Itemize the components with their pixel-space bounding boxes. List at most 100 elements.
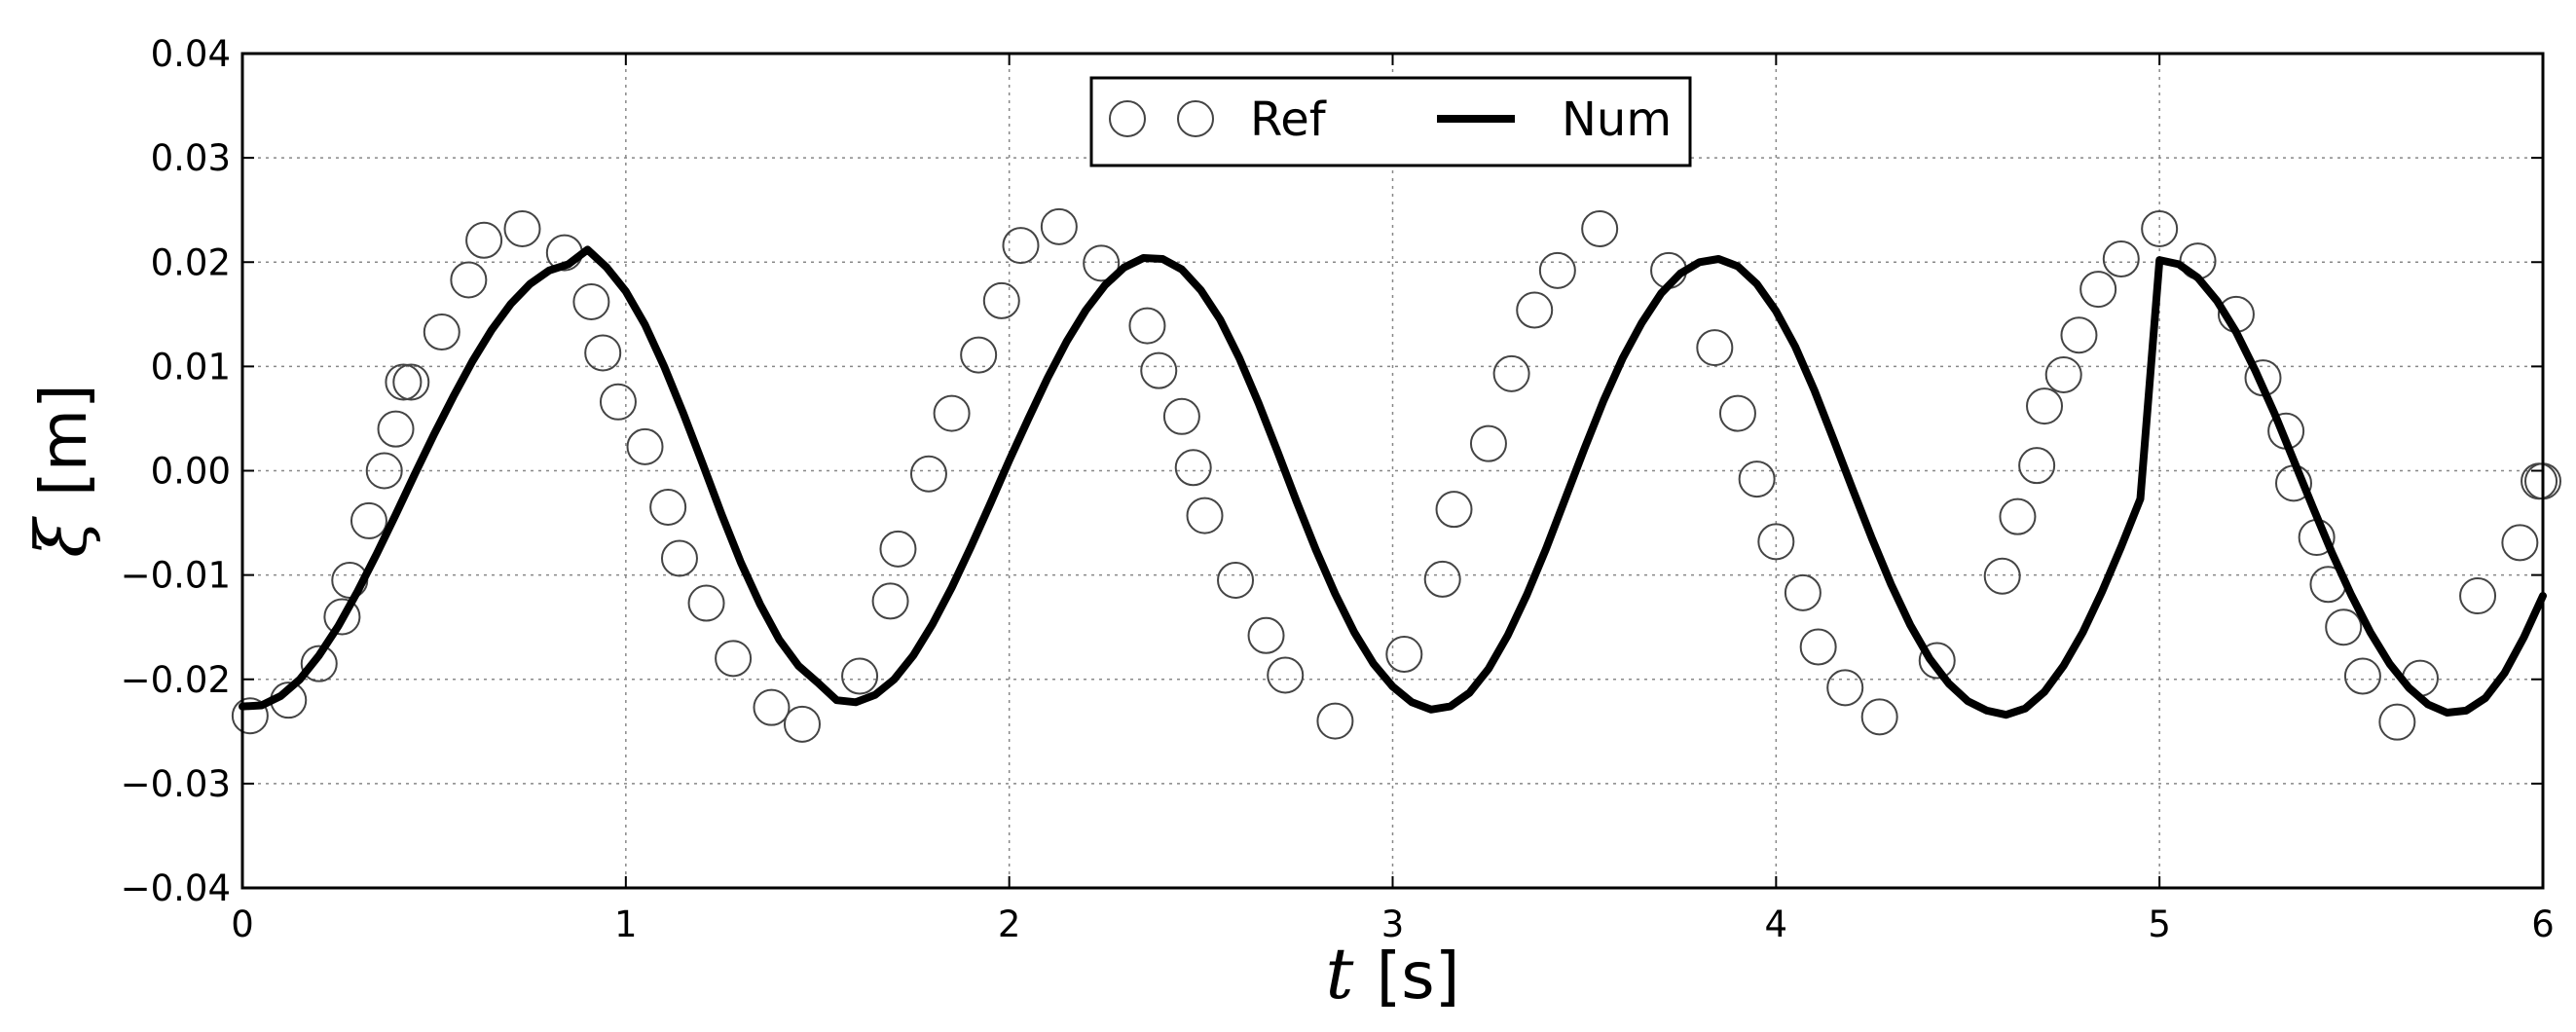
legend: Ref Num [1089, 76, 1692, 167]
x-tick-label: 0 [231, 903, 254, 945]
ref-marker [1516, 291, 1554, 329]
ref-marker [960, 336, 998, 374]
ref-marker [753, 688, 791, 726]
ref-marker [1083, 244, 1121, 282]
ref-marker [2102, 240, 2140, 278]
ref-marker [465, 221, 503, 259]
ref-marker [1423, 560, 1461, 598]
ref-marker [2501, 524, 2539, 562]
ref-marker [1385, 636, 1423, 674]
y-tick-label: 0.04 [151, 33, 231, 75]
ref-marker [1267, 656, 1305, 694]
ref-marker [879, 530, 917, 568]
ref-marker [2521, 462, 2558, 500]
x-axis-unit: [s] [1377, 939, 1460, 1014]
x-tick-label: 5 [2148, 903, 2171, 945]
grid-lines [241, 53, 2544, 889]
ref-marker [1718, 394, 1756, 432]
ref-marker [2325, 608, 2363, 646]
legend-ref-marker [1109, 100, 1146, 137]
ref-marker [423, 313, 460, 351]
ref-marker [599, 383, 637, 421]
ref-marker [2141, 209, 2179, 247]
ref-marker [871, 582, 909, 620]
ref-marker [2459, 577, 2497, 615]
ref-marker [2343, 657, 2381, 695]
ref-marker [1162, 397, 1200, 435]
ref-marker [1469, 424, 1507, 462]
ref-marker [933, 394, 971, 432]
ref-marker [1217, 561, 1255, 599]
y-tick-label: 0.02 [151, 241, 231, 283]
ref-marker [687, 584, 725, 622]
ref-marker [1492, 354, 1530, 392]
ref-marker [1538, 251, 1576, 289]
ref-marker [1983, 557, 2021, 595]
x-tick-label: 4 [1765, 903, 1788, 945]
ref-marker [450, 261, 488, 299]
x-tick-label: 3 [1381, 903, 1405, 945]
ref-marker [231, 697, 269, 735]
x-tick-label: 1 [614, 903, 638, 945]
ref-marker [1186, 497, 1224, 534]
y-tick-label: −0.03 [121, 763, 231, 805]
ref-marker [2378, 703, 2416, 741]
ref-marker [1581, 209, 1619, 247]
ref-marker [1784, 573, 1822, 611]
y-axis-symbol: ξ [20, 516, 102, 558]
num-series-line [239, 245, 2547, 719]
y-tick-label: −0.02 [121, 659, 231, 701]
ref-marker [365, 452, 403, 490]
ref-marker [1696, 329, 1734, 367]
ref-marker [1826, 669, 1864, 707]
ref-marker [2079, 271, 2117, 309]
ref-marker [1174, 449, 1212, 487]
num-line [239, 245, 2547, 719]
ref-marker [1738, 461, 1776, 498]
legend-num-label: Num [1562, 92, 1672, 147]
x-tick-label: 2 [998, 903, 1021, 945]
ref-marker [660, 539, 698, 577]
ref-marker [2018, 447, 2056, 485]
ref-marker [1128, 307, 1166, 345]
ref-marker [1140, 351, 1178, 389]
ref-marker [715, 640, 753, 678]
ref-marker [1002, 227, 1040, 265]
x-tick-label: 6 [2531, 903, 2555, 945]
y-tick-labels: −0.04 −0.03 −0.02 −0.01 0.00 0.01 0.02 0.03 0.04 [121, 33, 231, 909]
ref-marker [392, 363, 430, 401]
ref-marker [1799, 628, 1837, 666]
y-tick-label: −0.01 [121, 555, 231, 597]
x-tick-labels: 0 1 2 3 4 5 6 [231, 903, 2555, 945]
ref-marker [1999, 498, 2037, 535]
legend-ref-marker [1177, 100, 1214, 137]
ref-marker [377, 410, 415, 448]
ref-marker [2060, 316, 2098, 354]
y-axis-label: ξ [m] [20, 384, 102, 558]
x-axis-symbol: t [1326, 933, 1355, 1014]
ref-marker [350, 501, 387, 539]
ref-marker [982, 281, 1020, 319]
ref-marker [584, 334, 622, 372]
ref-marker [841, 657, 879, 695]
ref-marker [1247, 616, 1285, 654]
x-axis-label: t [s] [1326, 933, 1460, 1014]
ref-marker [2026, 387, 2064, 425]
ref-marker [783, 705, 821, 743]
y-tick-label: 0.03 [151, 137, 231, 179]
ref-marker [385, 363, 423, 401]
ref-marker [1040, 207, 1078, 245]
ref-marker [626, 427, 664, 465]
ref-marker [1918, 642, 1956, 680]
ref-marker [323, 598, 361, 636]
ref-marker [503, 209, 541, 247]
ref-marker [2044, 355, 2082, 393]
ref-marker [649, 488, 687, 526]
ref-marker [909, 455, 947, 493]
y-tick-label: 0.01 [151, 346, 231, 387]
legend-ref-label: Ref [1250, 92, 1327, 147]
ref-marker [1435, 491, 1473, 529]
legend-box [1089, 76, 1692, 167]
y-tick-label: −0.04 [121, 867, 231, 909]
